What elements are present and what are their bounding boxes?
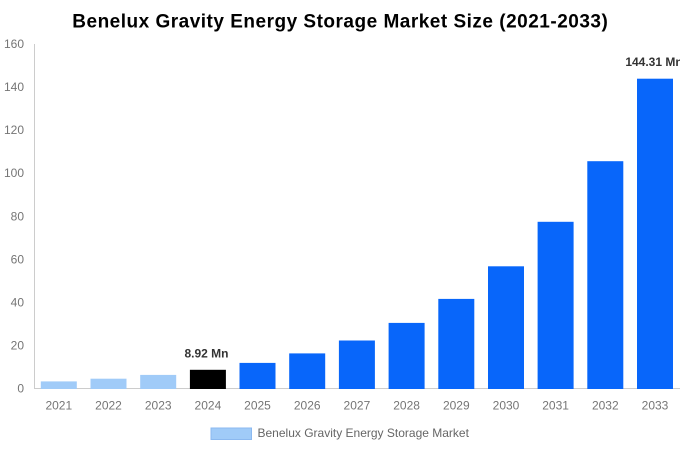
svg-text:140: 140 — [4, 80, 24, 94]
svg-text:2024: 2024 — [195, 398, 222, 412]
svg-text:100: 100 — [4, 166, 24, 180]
svg-text:80: 80 — [11, 209, 25, 223]
svg-text:2028: 2028 — [393, 398, 420, 412]
svg-text:2026: 2026 — [294, 398, 321, 412]
svg-text:20: 20 — [11, 338, 25, 352]
svg-text:2027: 2027 — [344, 398, 371, 412]
svg-text:2025: 2025 — [244, 398, 271, 412]
svg-text:2022: 2022 — [95, 398, 122, 412]
svg-text:8.92 Mn: 8.92 Mn — [184, 347, 228, 361]
svg-text:60: 60 — [11, 252, 25, 266]
svg-text:2032: 2032 — [592, 398, 619, 412]
svg-text:Benelux Gravity Energy Storage: Benelux Gravity Energy Storage Market — [258, 426, 470, 440]
svg-text:2033: 2033 — [642, 398, 669, 412]
svg-text:2031: 2031 — [542, 398, 569, 412]
svg-text:40: 40 — [11, 295, 25, 309]
svg-text:0: 0 — [17, 382, 24, 396]
svg-text:2029: 2029 — [443, 398, 470, 412]
svg-text:144.31 Mn: 144.31 Mn — [625, 55, 680, 69]
svg-text:160: 160 — [4, 37, 24, 51]
svg-text:2030: 2030 — [493, 398, 520, 412]
svg-text:2021: 2021 — [45, 398, 72, 412]
svg-text:Benelux Gravity Energy Storage: Benelux Gravity Energy Storage Market Si… — [72, 12, 608, 33]
svg-text:120: 120 — [4, 123, 24, 137]
svg-text:2023: 2023 — [145, 398, 172, 412]
